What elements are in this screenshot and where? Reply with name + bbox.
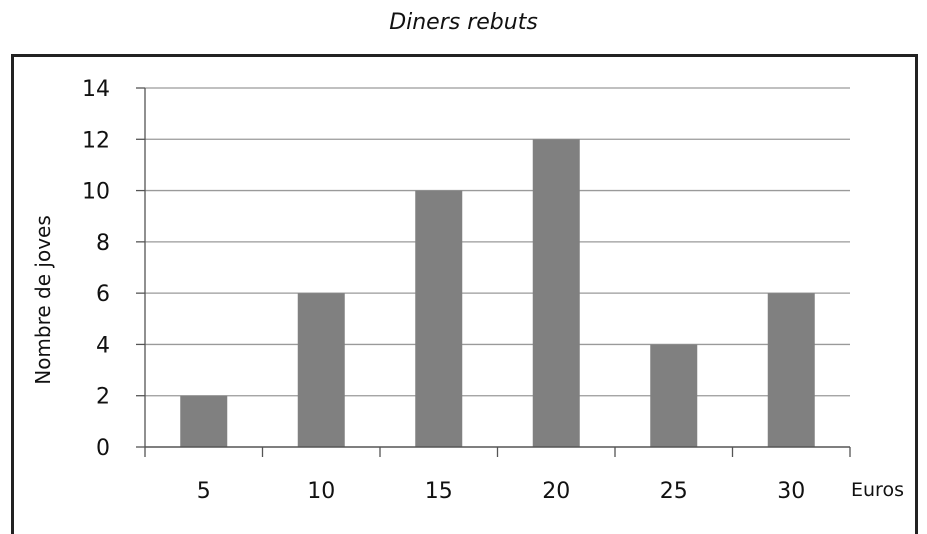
y-tick-label-0: 0 [96,436,110,461]
axes [144,88,851,457]
bar-30 [767,293,815,447]
y-tick-label-12: 12 [82,128,110,153]
y-tick-label-14: 14 [82,77,110,102]
x-tick-label-10: 10 [307,479,335,504]
chart-title: Diners rebuts [389,10,538,35]
y-tick-label-2: 2 [96,385,110,410]
x-tick-label-20: 20 [542,479,570,504]
y-tick-label-10: 10 [82,180,110,205]
y-tick-label-4: 4 [96,333,110,358]
bar-20 [532,139,580,448]
bars [180,139,815,448]
x-tick-label-15: 15 [425,479,453,504]
x-axis-label: Euros [851,479,904,501]
x-tick-labels: 5 10 15 20 25 30 [197,479,806,504]
y-tick-labels: 0 2 4 6 8 10 12 14 [82,77,110,461]
bar-10 [297,293,345,447]
y-tick-label-8: 8 [96,231,110,256]
y-tick-label-6: 6 [96,282,110,307]
y-axis-label: Nombre de joves [31,215,55,385]
x-tick-label-30: 30 [777,479,805,504]
gridlines [136,87,850,448]
x-tick-label-5: 5 [197,479,211,504]
chart-frame [11,54,918,534]
bar-15 [415,190,463,448]
bar-25 [650,344,698,447]
bar-5 [180,395,228,447]
x-tick-label-25: 25 [660,479,688,504]
